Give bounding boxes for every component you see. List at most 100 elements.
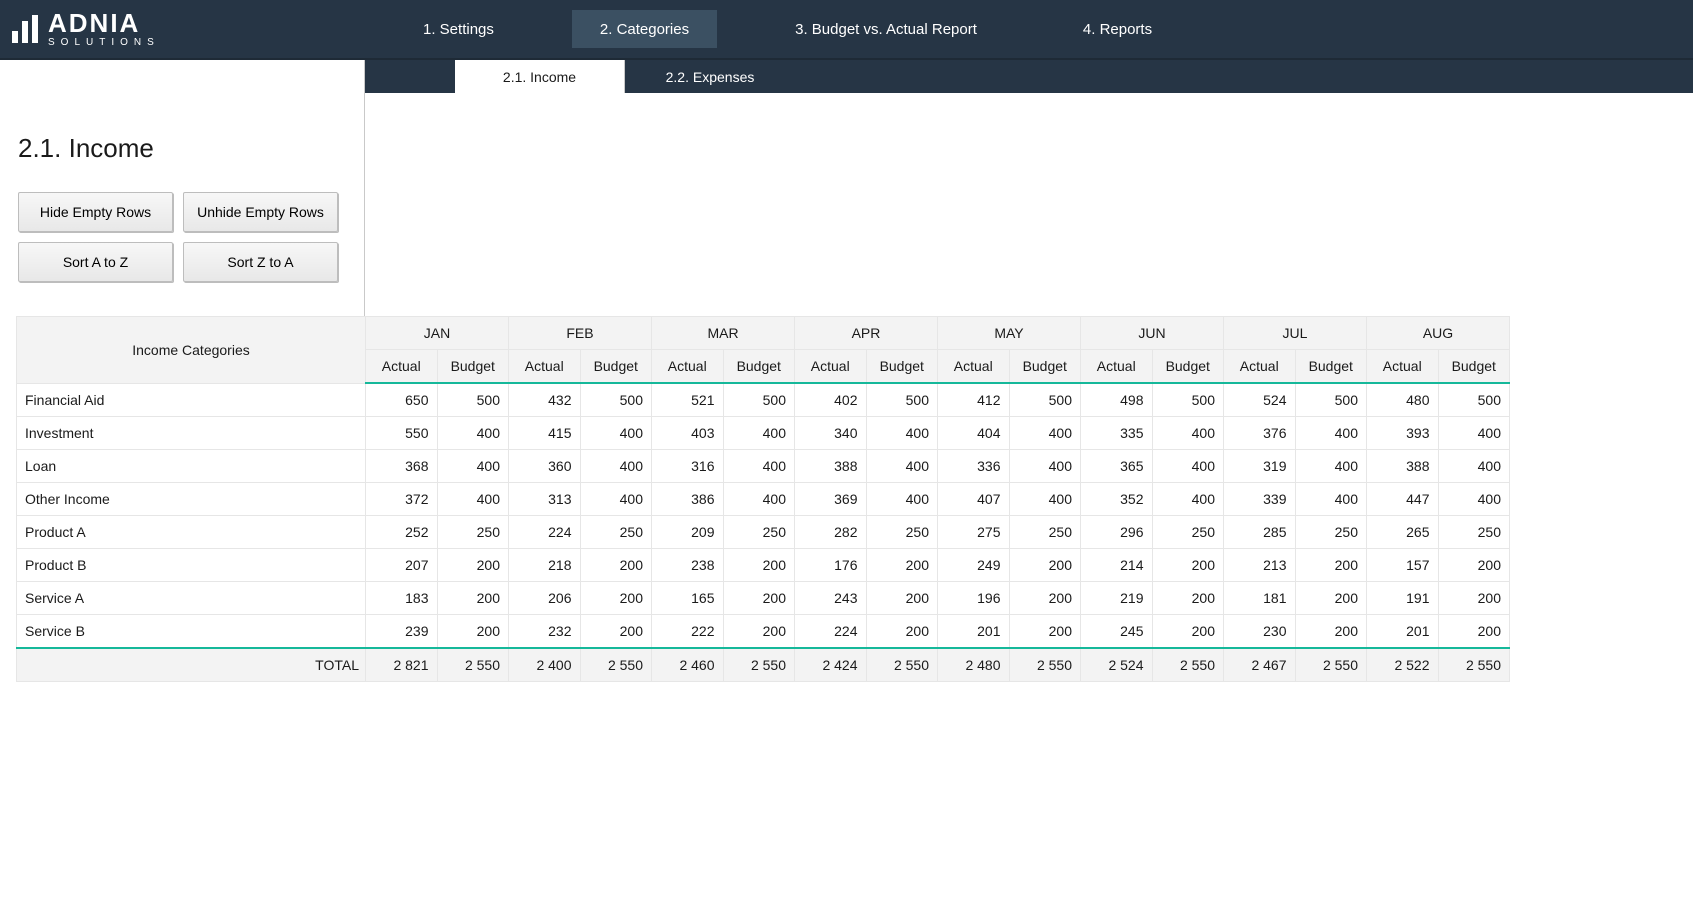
budget-cell: 400 <box>723 450 795 483</box>
col-header-month: FEB <box>509 317 652 350</box>
actual-cell: 183 <box>366 582 438 615</box>
budget-cell: 200 <box>1152 615 1224 649</box>
col-subheader-actual: Actual <box>938 350 1010 384</box>
budget-cell: 200 <box>866 582 938 615</box>
col-header-month: JUN <box>1081 317 1224 350</box>
actual-cell: 222 <box>652 615 724 649</box>
budget-cell: 200 <box>866 615 938 649</box>
total-actual-cell: 2 460 <box>652 648 724 682</box>
unhide-empty-rows-button[interactable]: Unhide Empty Rows <box>183 192 338 232</box>
actual-cell: 252 <box>366 516 438 549</box>
budget-cell: 400 <box>1152 450 1224 483</box>
budget-cell: 250 <box>866 516 938 549</box>
budget-cell: 400 <box>1152 483 1224 516</box>
sub-tab-0[interactable]: 2.1. Income <box>455 60 625 93</box>
budget-cell: 400 <box>866 450 938 483</box>
actual-cell: 285 <box>1224 516 1296 549</box>
col-subheader-actual: Actual <box>795 350 867 384</box>
budget-cell: 200 <box>1009 549 1081 582</box>
budget-cell: 200 <box>580 549 652 582</box>
budget-cell: 250 <box>1295 516 1367 549</box>
actual-cell: 196 <box>938 582 1010 615</box>
budget-cell: 500 <box>1438 383 1510 417</box>
total-budget-cell: 2 550 <box>1295 648 1367 682</box>
category-cell: Service B <box>17 615 366 649</box>
budget-cell: 400 <box>437 417 509 450</box>
total-budget-cell: 2 550 <box>1152 648 1224 682</box>
budget-cell: 400 <box>1438 483 1510 516</box>
budget-cell: 500 <box>1295 383 1367 417</box>
col-header-month: MAR <box>652 317 795 350</box>
actual-cell: 402 <box>795 383 867 417</box>
budget-cell: 200 <box>866 549 938 582</box>
category-cell: Loan <box>17 450 366 483</box>
actual-cell: 376 <box>1224 417 1296 450</box>
total-actual-cell: 2 522 <box>1367 648 1439 682</box>
budget-cell: 200 <box>723 549 795 582</box>
total-budget-cell: 2 550 <box>580 648 652 682</box>
budget-cell: 400 <box>866 417 938 450</box>
sort-z-to-a-button[interactable]: Sort Z to A <box>183 242 338 282</box>
col-header-month: JUL <box>1224 317 1367 350</box>
actual-cell: 213 <box>1224 549 1296 582</box>
actual-cell: 201 <box>938 615 1010 649</box>
actual-cell: 224 <box>509 516 581 549</box>
col-subheader-actual: Actual <box>1081 350 1153 384</box>
budget-cell: 200 <box>1438 615 1510 649</box>
budget-cell: 400 <box>1295 483 1367 516</box>
income-table: Income CategoriesJANFEBMARAPRMAYJUNJULAU… <box>16 316 1510 682</box>
budget-cell: 500 <box>580 383 652 417</box>
actual-cell: 480 <box>1367 383 1439 417</box>
actual-cell: 282 <box>795 516 867 549</box>
actual-cell: 230 <box>1224 615 1296 649</box>
budget-cell: 200 <box>580 582 652 615</box>
col-subheader-budget: Budget <box>723 350 795 384</box>
budget-cell: 200 <box>437 615 509 649</box>
actual-cell: 415 <box>509 417 581 450</box>
nav-tab-3[interactable]: 4. Reports <box>1055 10 1180 48</box>
budget-cell: 250 <box>723 516 795 549</box>
budget-cell: 250 <box>437 516 509 549</box>
top-navbar: ADNIA SOLUTIONS 1. Settings2. Categories… <box>0 0 1693 60</box>
budget-cell: 400 <box>866 483 938 516</box>
table-row: Financial Aid650500432500521500402500412… <box>17 383 1510 417</box>
actual-cell: 339 <box>1224 483 1296 516</box>
sort-a-to-z-button[interactable]: Sort A to Z <box>18 242 173 282</box>
budget-cell: 200 <box>723 582 795 615</box>
actual-cell: 201 <box>1367 615 1439 649</box>
budget-cell: 200 <box>723 615 795 649</box>
col-subheader-actual: Actual <box>509 350 581 384</box>
budget-cell: 400 <box>723 483 795 516</box>
nav-tab-1[interactable]: 2. Categories <box>572 10 717 48</box>
actual-cell: 336 <box>938 450 1010 483</box>
hide-empty-rows-button[interactable]: Hide Empty Rows <box>18 192 173 232</box>
budget-cell: 400 <box>723 417 795 450</box>
actual-cell: 403 <box>652 417 724 450</box>
total-actual-cell: 2 424 <box>795 648 867 682</box>
col-subheader-actual: Actual <box>652 350 724 384</box>
total-actual-cell: 2 480 <box>938 648 1010 682</box>
budget-cell: 400 <box>1438 417 1510 450</box>
budget-cell: 200 <box>1438 582 1510 615</box>
budget-cell: 500 <box>866 383 938 417</box>
actual-cell: 432 <box>509 383 581 417</box>
page-title: 2.1. Income <box>18 133 346 164</box>
sub-tab-1[interactable]: 2.2. Expenses <box>625 60 795 93</box>
col-subheader-budget: Budget <box>437 350 509 384</box>
nav-tab-2[interactable]: 3. Budget vs. Actual Report <box>767 10 1005 48</box>
col-subheader-budget: Budget <box>580 350 652 384</box>
nav-tab-0[interactable]: 1. Settings <box>395 10 522 48</box>
actual-cell: 498 <box>1081 383 1153 417</box>
budget-cell: 200 <box>437 582 509 615</box>
actual-cell: 176 <box>795 549 867 582</box>
col-header-categories: Income Categories <box>17 317 366 384</box>
actual-cell: 157 <box>1367 549 1439 582</box>
actual-cell: 524 <box>1224 383 1296 417</box>
col-subheader-budget: Budget <box>1009 350 1081 384</box>
main-nav-tabs: 1. Settings 2. Categories 3. Budget vs. Ac… <box>365 10 1180 48</box>
actual-cell: 313 <box>509 483 581 516</box>
col-subheader-budget: Budget <box>1438 350 1510 384</box>
budget-cell: 200 <box>437 549 509 582</box>
col-subheader-actual: Actual <box>366 350 438 384</box>
logo-bars-icon <box>12 15 38 43</box>
